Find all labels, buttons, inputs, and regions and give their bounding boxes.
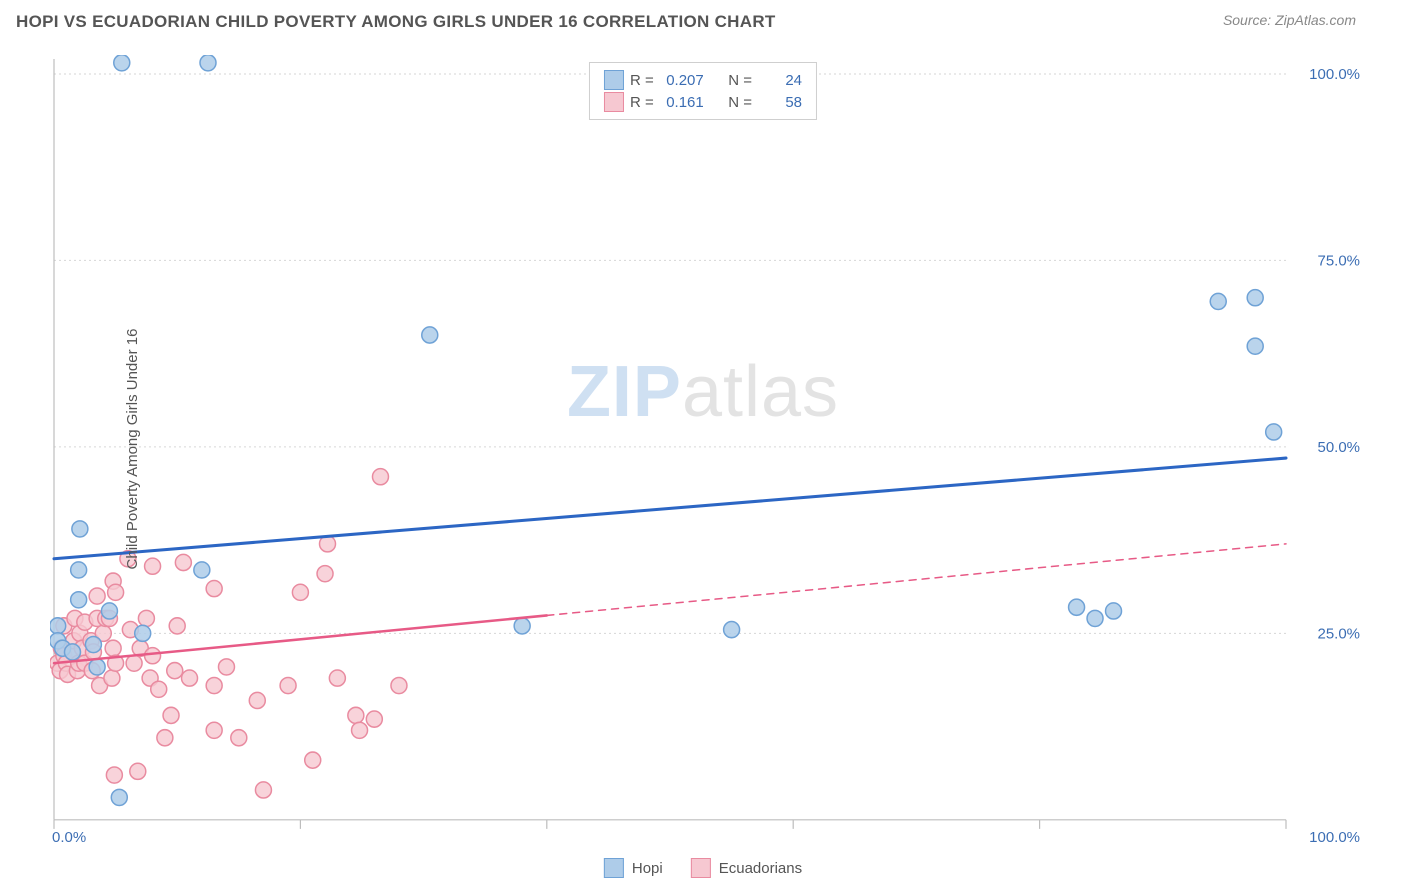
scatter-point [280,677,296,693]
scatter-point [157,730,173,746]
scatter-point [1247,338,1263,354]
y-tick-label: 50.0% [1318,439,1360,456]
series-legend: Hopi Ecuadorians [604,858,802,878]
trend-line [54,458,1286,559]
scatter-point [231,730,247,746]
scatter-point [105,640,121,656]
legend-label: Hopi [632,860,663,877]
correlation-legend: R = 0.207 N = 24 R = 0.161 N = 58 [589,62,817,120]
y-axis-label: Child Poverty Among Girls Under 16 [124,328,141,569]
scatter-point [50,618,66,634]
scatter-point [372,469,388,485]
scatter-point [348,707,364,723]
scatter-point [104,670,120,686]
legend-swatch [604,70,624,90]
scatter-point [145,648,161,664]
scatter-point [175,554,191,570]
scatter-point [1106,603,1122,619]
scatter-point [292,584,308,600]
scatter-point [72,521,88,537]
legend-swatch [691,858,711,878]
legend-n-label: N = [728,72,752,89]
scatter-point [366,711,382,727]
scatter-point [138,610,154,626]
scatter-point [64,644,80,660]
legend-n-value: 58 [758,94,802,111]
source-attribution: Source: ZipAtlas.com [1223,12,1356,28]
scatter-point [1087,610,1103,626]
scatter-point [200,55,216,71]
legend-swatch [604,92,624,112]
scatter-point [391,677,407,693]
scatter-point [1210,293,1226,309]
scatter-point [71,562,87,578]
legend-n-label: N = [728,94,752,111]
scatter-point [151,681,167,697]
legend-r-label: R = [630,94,654,111]
legend-n-value: 24 [758,72,802,89]
legend-row: R = 0.207 N = 24 [604,69,802,91]
scatter-point [111,789,127,805]
scatter-point [114,55,130,71]
scatter-point [1247,290,1263,306]
scatter-point [724,622,740,638]
scatter-point [130,763,146,779]
legend-label: Ecuadorians [719,860,802,877]
scatter-point [182,670,198,686]
scatter-point [206,722,222,738]
scatter-point [71,592,87,608]
scatter-point [169,618,185,634]
y-tick-label: 75.0% [1318,252,1360,269]
scatter-point [89,588,105,604]
scatter-point [206,677,222,693]
scatter-point [255,782,271,798]
scatter-point [422,327,438,343]
scatter-point [1069,599,1085,615]
scatter-point [126,655,142,671]
y-tick-label: 100.0% [1309,66,1360,83]
scatter-point [1266,424,1282,440]
scatter-point [145,558,161,574]
scatter-point [305,752,321,768]
legend-row: R = 0.161 N = 58 [604,91,802,113]
scatter-point [194,562,210,578]
scatter-point [206,581,222,597]
legend-item: Hopi [604,858,663,878]
scatter-point [218,659,234,675]
scatter-point [106,767,122,783]
legend-swatch [604,858,624,878]
x-tick-label: 0.0% [52,829,86,842]
legend-item: Ecuadorians [691,858,802,878]
scatter-point [89,659,105,675]
x-tick-label: 100.0% [1309,829,1360,842]
scatter-point [249,692,265,708]
scatter-point [167,663,183,679]
y-tick-label: 25.0% [1318,625,1360,642]
scatter-point [101,603,117,619]
scatter-point [135,625,151,641]
trend-line-extrapolated [547,544,1286,616]
scatter-point [317,566,333,582]
chart-container: Child Poverty Among Girls Under 16 25.0%… [50,55,1366,842]
scatter-plot: 25.0% 50.0% 75.0% 100.0% 0.0% 100.0% [50,55,1366,842]
legend-r-label: R = [630,72,654,89]
scatter-point [108,584,124,600]
legend-r-value: 0.207 [660,72,704,89]
page-title: HOPI VS ECUADORIAN CHILD POVERTY AMONG G… [16,12,776,32]
legend-r-value: 0.161 [660,94,704,111]
scatter-point [163,707,179,723]
scatter-point [514,618,530,634]
scatter-point [329,670,345,686]
scatter-point [352,722,368,738]
scatter-point [85,636,101,652]
